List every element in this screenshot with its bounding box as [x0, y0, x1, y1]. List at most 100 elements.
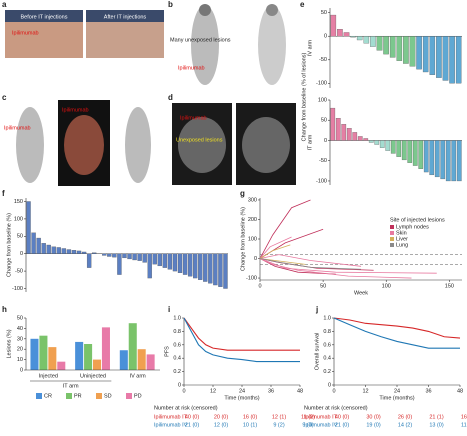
x-tick-label: 36: [425, 388, 431, 394]
bar: [385, 140, 391, 151]
risk-count: 19 (0): [366, 422, 381, 428]
bar: [86, 253, 92, 268]
legend-label: Lung: [396, 242, 408, 248]
y-tick-label: 0: [20, 251, 23, 257]
bar: [203, 253, 208, 282]
bar: [187, 253, 193, 277]
bar: [147, 253, 152, 279]
bar: [423, 140, 429, 173]
series-line: [259, 258, 362, 270]
legend-label: CR: [44, 393, 52, 399]
risk-name: Ipilimumab IV: [154, 422, 188, 428]
y-tick-label: 0.6: [173, 342, 181, 348]
bar: [434, 140, 440, 178]
bar: [449, 36, 455, 84]
x-tick-label: 48: [457, 388, 463, 394]
bar: [152, 253, 157, 265]
y-axis-label: IV arm: [307, 39, 313, 56]
risk-count: 40 (0): [335, 414, 350, 420]
y-tick-label: 0.4: [323, 356, 331, 362]
risk-count: 30 (0): [366, 414, 381, 420]
bar: [337, 29, 343, 37]
y-axis-label: Change from baseline (%): [6, 213, 12, 277]
series-line: [259, 258, 412, 279]
bar: [416, 36, 422, 70]
caption: After IT injections: [104, 14, 147, 20]
bar: [26, 201, 31, 254]
y-tick-label: 0.8: [323, 329, 331, 335]
axis-title: Change from baseline (% of lesions): [301, 53, 307, 142]
legend-label: Lymph nodes: [396, 224, 429, 230]
y-tick-label: 0.8: [173, 329, 181, 335]
risk-count: 12 (0): [214, 422, 229, 428]
bar: [182, 253, 188, 275]
x-tick-label: Uninjected: [80, 373, 106, 379]
legend-label: Skin: [396, 230, 407, 236]
y-axis-label: Overall survival: [314, 333, 320, 371]
risk-count: 16 (0): [243, 414, 258, 420]
pet-head: [199, 4, 211, 16]
risk-count: 16 (4): [461, 414, 467, 420]
y-tick-label: 50: [321, 118, 327, 124]
y-axis-label: Lesions (%): [6, 329, 12, 358]
bar: [31, 232, 36, 254]
bar: [56, 247, 61, 254]
y-tick-label: -50: [319, 57, 327, 63]
panel-label: g: [240, 189, 245, 198]
legend-swatch: [96, 393, 102, 399]
group-label: IT arm: [63, 383, 79, 389]
bar: [57, 361, 66, 370]
legend-title: Site of injected lesions: [390, 217, 445, 223]
risk-count: 10 (1): [243, 422, 258, 428]
y-tick-label: 0: [324, 138, 327, 144]
bar: [208, 253, 213, 284]
bar: [376, 36, 383, 51]
risk-count: 21 (0): [335, 422, 350, 428]
risk-title: Number at risk (censored): [304, 405, 368, 411]
panel-label: d: [168, 93, 173, 102]
legend-label: PD: [134, 393, 142, 399]
bar: [429, 36, 436, 75]
x-axis-label: Time (months): [379, 395, 414, 401]
panel-label: e: [300, 0, 305, 9]
y-tick-label: 50: [17, 315, 23, 321]
bar: [101, 327, 110, 370]
x-tick-label: 0: [332, 388, 335, 394]
y-tick-label: 0: [20, 367, 23, 373]
legend-swatch: [126, 393, 132, 399]
risk-count: 13 (0): [429, 422, 444, 428]
survival-curve: [183, 317, 300, 363]
bar: [112, 253, 117, 258]
y-tick-label: 50: [17, 234, 23, 240]
annotation: Ipilimumab: [12, 30, 39, 36]
bar: [418, 140, 424, 169]
bar: [409, 36, 416, 67]
bar: [127, 253, 132, 260]
legend-swatch: [390, 225, 394, 229]
y-tick-label: 0.6: [323, 342, 331, 348]
bar: [442, 36, 449, 81]
panel-label: i: [168, 305, 170, 314]
bar: [456, 140, 462, 182]
bar: [390, 140, 396, 154]
bar: [177, 253, 183, 274]
panel-label: f: [2, 189, 5, 198]
annotation: Ipilimumab: [180, 115, 207, 121]
bar: [363, 138, 369, 141]
bar: [440, 140, 446, 180]
bar: [92, 252, 97, 254]
bar: [379, 140, 385, 148]
bar: [389, 36, 396, 58]
bar: [107, 253, 112, 257]
x-tick-label: Injected: [39, 373, 58, 379]
pet-image: [16, 107, 44, 183]
y-axis-label: Change from baseline (%): [240, 207, 246, 271]
x-axis-label: Time (months): [224, 395, 259, 401]
legend-swatch: [390, 231, 394, 235]
annotation: Unexposed lesions: [176, 137, 223, 143]
bar: [341, 124, 347, 141]
legend-swatch: [66, 393, 72, 399]
x-tick-label: IV arm: [130, 373, 147, 379]
bar: [396, 36, 403, 61]
